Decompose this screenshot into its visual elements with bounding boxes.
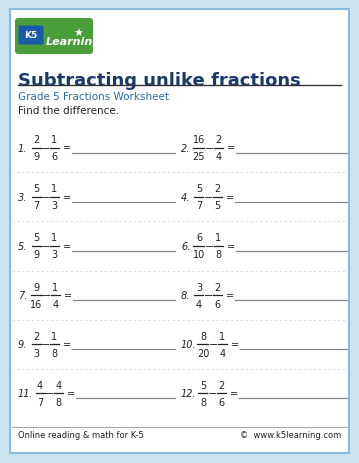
Text: −: −: [42, 290, 51, 300]
Text: 8.: 8.: [181, 290, 190, 300]
Text: 1: 1: [52, 282, 59, 292]
FancyBboxPatch shape: [15, 19, 93, 55]
Text: 7: 7: [37, 397, 43, 407]
Text: 5: 5: [200, 380, 206, 390]
Text: Find the difference.: Find the difference.: [18, 106, 119, 116]
Text: 8: 8: [200, 397, 206, 407]
Text: 4: 4: [52, 299, 59, 309]
Text: =: =: [63, 241, 71, 251]
Text: =: =: [63, 339, 71, 350]
Text: 6: 6: [214, 299, 220, 309]
Text: =: =: [63, 192, 71, 202]
Text: =: =: [226, 192, 234, 202]
Text: 6: 6: [218, 397, 225, 407]
Text: −: −: [41, 192, 50, 202]
Text: 5: 5: [214, 201, 221, 211]
Text: =: =: [226, 290, 234, 300]
Text: 12.: 12.: [181, 388, 197, 399]
Text: 9: 9: [33, 250, 39, 260]
Text: 9: 9: [33, 152, 39, 162]
Text: 9.: 9.: [18, 339, 27, 350]
Text: 5: 5: [33, 233, 39, 243]
Text: 5: 5: [33, 184, 39, 194]
Text: 2.: 2.: [181, 143, 190, 153]
Text: Grade 5 Fractions Worksheet: Grade 5 Fractions Worksheet: [18, 92, 169, 102]
Text: −: −: [41, 339, 50, 350]
Text: Online reading & math for K-5: Online reading & math for K-5: [18, 431, 144, 439]
Text: =: =: [64, 290, 72, 300]
Text: 8: 8: [200, 331, 206, 341]
Text: 2: 2: [33, 135, 39, 145]
Text: 3: 3: [51, 250, 57, 260]
Text: 10.: 10.: [181, 339, 197, 350]
Text: K5: K5: [24, 31, 38, 40]
Text: 2: 2: [214, 282, 221, 292]
Text: −: −: [41, 143, 50, 153]
Text: −: −: [208, 388, 217, 399]
Text: 10: 10: [193, 250, 205, 260]
Text: 1: 1: [51, 233, 57, 243]
Text: 8: 8: [51, 348, 57, 358]
Text: 4: 4: [196, 299, 202, 309]
Text: 5.: 5.: [18, 241, 27, 251]
Text: 4: 4: [219, 348, 225, 358]
Text: 16: 16: [30, 299, 42, 309]
Text: −: −: [204, 290, 213, 300]
Text: 1: 1: [215, 233, 222, 243]
Text: 6.: 6.: [181, 241, 190, 251]
Text: 3.: 3.: [18, 192, 27, 202]
Text: 1: 1: [51, 184, 57, 194]
Text: 6: 6: [51, 152, 57, 162]
Text: 9: 9: [33, 282, 39, 292]
Text: 4.: 4.: [181, 192, 190, 202]
Text: −: −: [204, 192, 213, 202]
Text: =: =: [231, 339, 239, 350]
FancyBboxPatch shape: [19, 26, 43, 45]
Text: Learning: Learning: [46, 37, 101, 47]
Text: 7: 7: [196, 201, 202, 211]
Text: Subtracting unlike fractions: Subtracting unlike fractions: [18, 72, 301, 90]
Text: 25: 25: [193, 152, 205, 162]
Text: 6: 6: [196, 233, 202, 243]
Text: 3: 3: [33, 348, 39, 358]
Text: 4: 4: [215, 152, 222, 162]
Text: =: =: [227, 241, 235, 251]
Text: ©  www.k5learning.com: © www.k5learning.com: [240, 431, 341, 439]
Text: 7.: 7.: [18, 290, 27, 300]
Text: 5: 5: [196, 184, 202, 194]
Text: 1: 1: [219, 331, 225, 341]
Text: 11.: 11.: [18, 388, 34, 399]
Text: 3: 3: [51, 201, 57, 211]
Text: 2: 2: [214, 184, 221, 194]
Text: ★: ★: [73, 29, 83, 39]
Text: 2: 2: [218, 380, 225, 390]
Text: −: −: [205, 143, 214, 153]
Text: 1: 1: [51, 135, 57, 145]
Text: =: =: [230, 388, 238, 399]
Text: 7: 7: [33, 201, 39, 211]
Text: 16: 16: [193, 135, 205, 145]
Text: −: −: [45, 388, 54, 399]
Text: 4: 4: [37, 380, 43, 390]
Text: 20: 20: [197, 348, 209, 358]
Text: −: −: [205, 241, 214, 251]
Text: =: =: [227, 143, 235, 153]
Text: −: −: [41, 241, 50, 251]
Text: 2: 2: [33, 331, 39, 341]
Text: 8: 8: [55, 397, 61, 407]
Text: 1: 1: [51, 331, 57, 341]
Text: 1.: 1.: [18, 143, 27, 153]
Text: 8: 8: [215, 250, 222, 260]
Text: =: =: [63, 143, 71, 153]
Text: =: =: [67, 388, 75, 399]
Text: 2: 2: [215, 135, 222, 145]
Text: 4: 4: [55, 380, 61, 390]
Text: 3: 3: [196, 282, 202, 292]
Text: −: −: [209, 339, 218, 350]
